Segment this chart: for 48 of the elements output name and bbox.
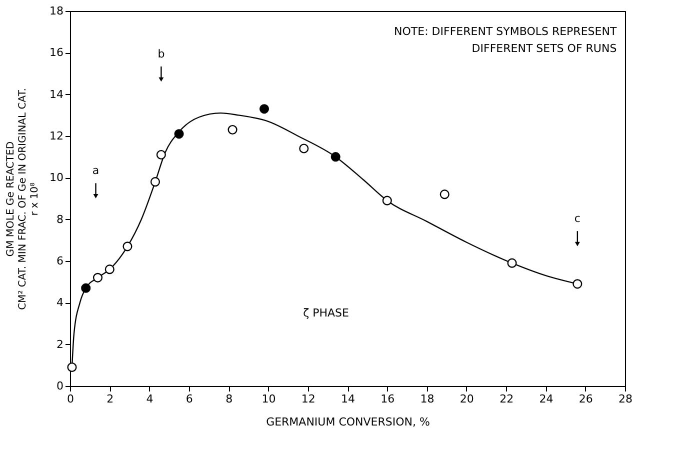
point <box>507 258 517 268</box>
x-tick-label: 12 <box>301 392 316 406</box>
x-tick-label: 20 <box>460 392 474 406</box>
annotation: NOTE: DIFFERENT SYMBOLS REPRESENT DIFFERENT SETS OF RUNS <box>394 25 617 55</box>
point <box>259 104 270 114</box>
annotation: ζ PHASE <box>303 306 349 320</box>
y-tick-label: 6 <box>56 254 64 268</box>
y-tick-label: 2 <box>56 338 64 351</box>
point <box>382 196 392 206</box>
y-tick-label: 0 <box>56 380 64 392</box>
x-tick-label: 8 <box>226 392 233 406</box>
point <box>174 129 184 139</box>
x-tick-label: 16 <box>380 392 395 406</box>
x-tick-label: 22 <box>500 392 514 406</box>
annotation: a <box>92 164 100 178</box>
y-tick-label: 8 <box>56 212 64 226</box>
y-tick-label: 18 <box>50 4 64 18</box>
x-tick-label: 24 <box>539 392 554 406</box>
point <box>81 283 91 293</box>
point <box>104 264 114 274</box>
point <box>92 272 103 282</box>
x-tick-label: 14 <box>341 392 355 406</box>
x-tick-label: 10 <box>262 392 276 406</box>
x-tick-label: 18 <box>420 392 434 406</box>
point <box>67 362 77 372</box>
point <box>572 279 582 289</box>
x-tick-label: 0 <box>67 392 74 406</box>
y-tick-label: 12 <box>50 130 64 142</box>
point <box>330 152 340 162</box>
x-tick-label: 2 <box>106 392 114 406</box>
y-tick-label: 4 <box>56 296 64 310</box>
point <box>156 150 166 160</box>
point <box>122 242 132 252</box>
y-axis-title: GM MOLE Ge REACTED CM² CAT. MIN FRAC. OF Ge IN ORIGINAL CAT. r x 10⁸ <box>6 88 41 310</box>
y-tick-label: 10 <box>50 171 64 184</box>
point <box>150 177 160 187</box>
x-tick-label: 6 <box>186 392 193 406</box>
point <box>440 190 450 200</box>
x-tick-label: 26 <box>578 392 593 406</box>
y-tick-label: 14 <box>50 88 64 101</box>
annotation: b <box>158 48 165 60</box>
x-tick-label: 28 <box>618 392 632 406</box>
point <box>228 124 238 135</box>
y-tick-label: 16 <box>50 46 64 60</box>
x-axis-title: GERMANIUM CONVERSION, % <box>266 416 430 428</box>
annotation: c <box>574 212 580 226</box>
point <box>299 144 309 154</box>
x-tick-label: 4 <box>146 392 154 406</box>
